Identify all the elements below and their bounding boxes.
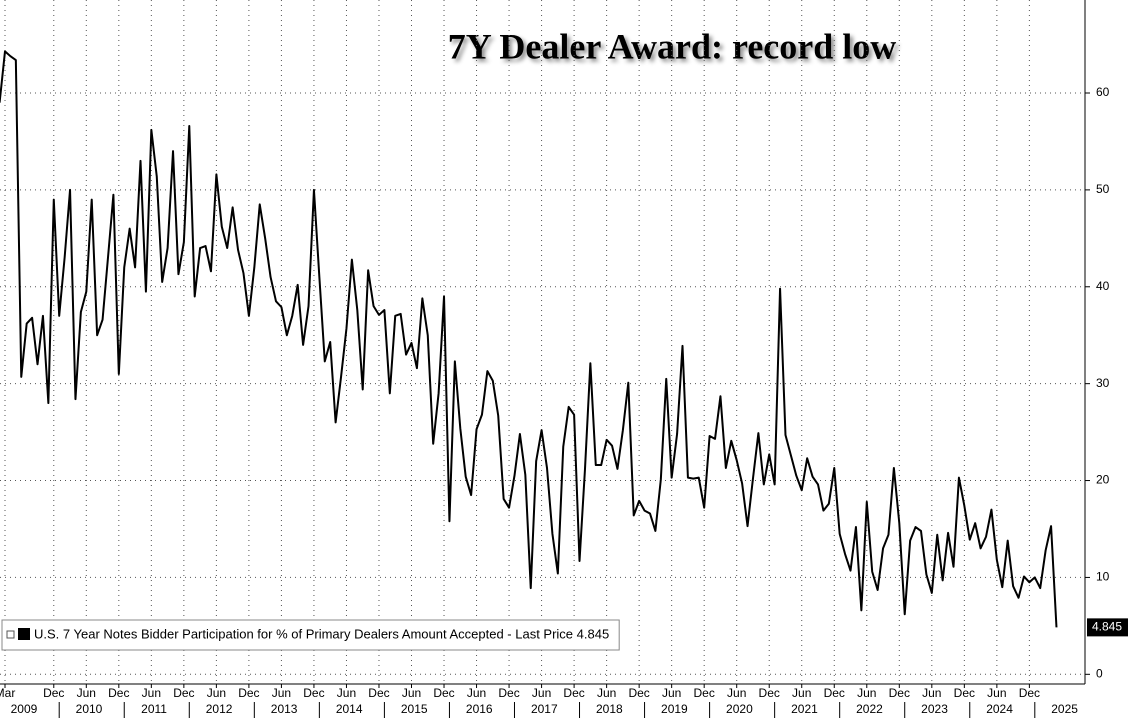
- x-tick-label: Dec: [108, 686, 129, 700]
- year-label: 2015: [401, 702, 428, 716]
- legend-toggle: [6, 630, 15, 639]
- year-label: 2020: [726, 702, 753, 716]
- x-tick-label: Dec: [759, 686, 780, 700]
- y-tick-label: 60: [1096, 85, 1110, 99]
- last-price-label: 4.845: [1092, 620, 1122, 634]
- x-tick-label: Jun: [402, 686, 421, 700]
- x-tick-label: Jun: [922, 686, 941, 700]
- x-tick-label: Dec: [1019, 686, 1040, 700]
- year-label: 2024: [986, 702, 1013, 716]
- x-tick-label: Dec: [694, 686, 715, 700]
- year-label: 2019: [661, 702, 688, 716]
- x-tick-label: Dec: [303, 686, 324, 700]
- x-tick-label: Dec: [889, 686, 910, 700]
- x-tick-label: Jun: [272, 686, 291, 700]
- x-tick-label: Jun: [727, 686, 746, 700]
- year-label: 2022: [856, 702, 883, 716]
- x-tick-label: Jun: [77, 686, 96, 700]
- y-tick-label: 50: [1096, 182, 1110, 196]
- y-tick-label: 10: [1096, 570, 1110, 584]
- y-tick-label: 40: [1096, 279, 1110, 293]
- x-tick-label: Jun: [467, 686, 486, 700]
- y-tick-label: 20: [1096, 473, 1110, 487]
- legend-label: U.S. 7 Year Notes Bidder Participation f…: [34, 626, 609, 641]
- x-tick-label: Jun: [142, 686, 161, 700]
- x-tick-label: Jun: [792, 686, 811, 700]
- year-label: 2023: [921, 702, 948, 716]
- y-tick-label: 0: [1096, 666, 1103, 680]
- year-label: 2010: [76, 702, 103, 716]
- year-label: 2009: [11, 702, 38, 716]
- x-tick-label: Dec: [433, 686, 454, 700]
- x-tick-label: Dec: [173, 686, 194, 700]
- x-tick-label: Mar: [0, 686, 15, 700]
- last-price-tag: [1087, 618, 1128, 637]
- x-tick-label: Dec: [954, 686, 975, 700]
- x-tick-label: Jun: [532, 686, 551, 700]
- x-tick-label: Dec: [498, 686, 519, 700]
- x-tick-label: Dec: [238, 686, 259, 700]
- year-label: 2025: [1051, 702, 1078, 716]
- year-label: 2018: [596, 702, 623, 716]
- x-tick-label: Jun: [597, 686, 616, 700]
- year-label: 2016: [466, 702, 493, 716]
- year-label: 2013: [271, 702, 298, 716]
- x-tick-label: Dec: [628, 686, 649, 700]
- year-label: 2012: [206, 702, 233, 716]
- series-line: [0, 50, 1058, 628]
- year-label: 2014: [336, 702, 363, 716]
- legend-swatch: [18, 628, 30, 640]
- x-tick-label: Jun: [207, 686, 226, 700]
- legend-box: [1, 619, 620, 651]
- x-tick-label: Jun: [662, 686, 681, 700]
- x-tick-label: Jun: [987, 686, 1006, 700]
- x-tick-label: Dec: [43, 686, 64, 700]
- x-tick-label: Dec: [824, 686, 845, 700]
- x-tick-label: Dec: [368, 686, 389, 700]
- chart-title: 7Y Dealer Award: record low: [448, 26, 897, 66]
- year-label: 2017: [531, 702, 558, 716]
- x-tick-label: Jun: [857, 686, 876, 700]
- y-tick-label: 30: [1096, 376, 1110, 390]
- x-tick-label: Dec: [563, 686, 584, 700]
- x-tick-label: Jun: [337, 686, 356, 700]
- year-label: 2021: [791, 702, 818, 716]
- year-label: 2011: [141, 702, 167, 716]
